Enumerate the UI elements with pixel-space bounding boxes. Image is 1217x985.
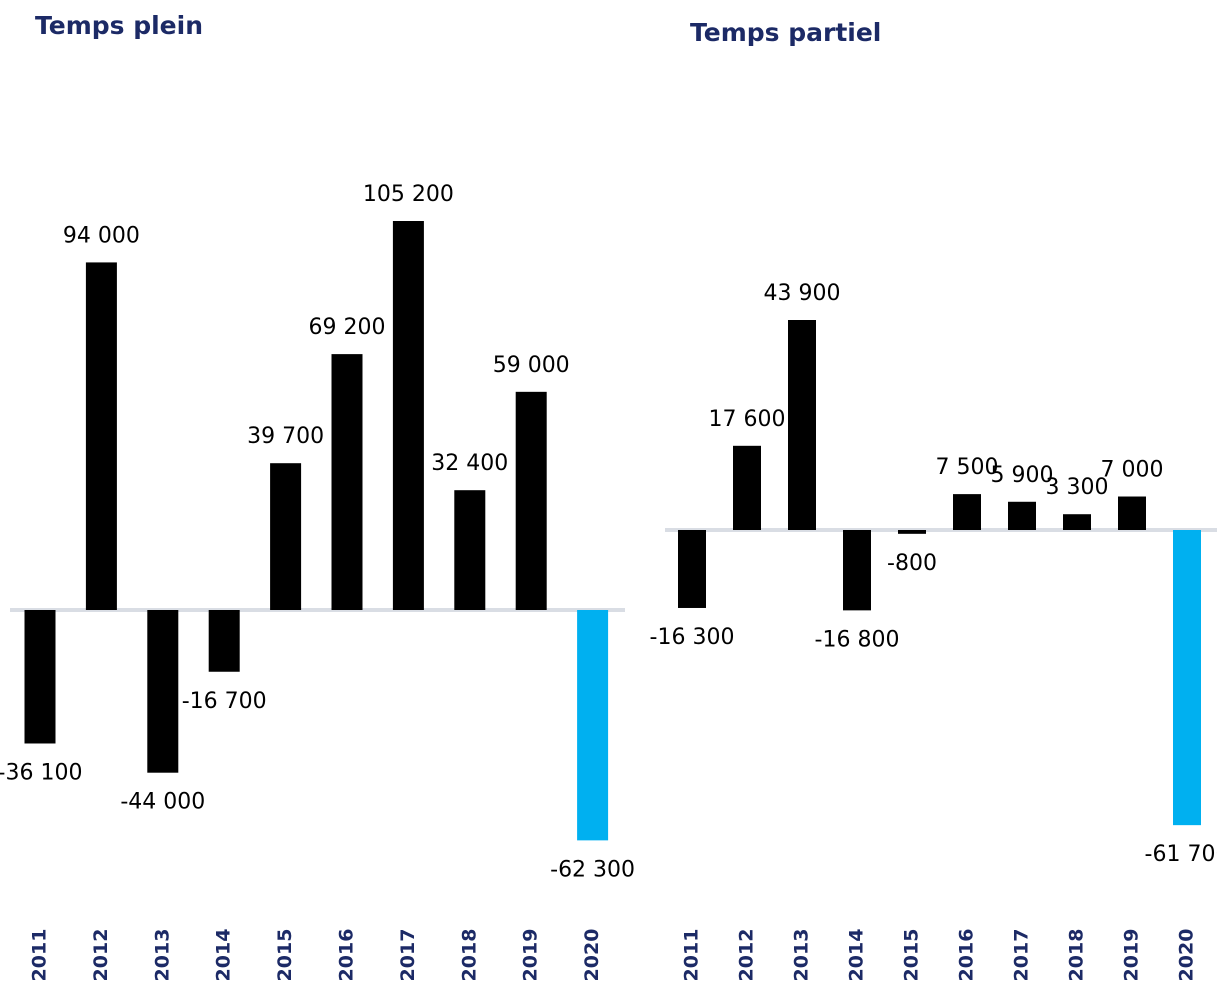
bar xyxy=(454,490,486,610)
value-label: 17 600 xyxy=(709,407,786,432)
bar xyxy=(898,530,926,534)
x-tick-label: 2018 xyxy=(458,929,480,982)
value-label: -44 000 xyxy=(120,790,205,815)
x-tick-label: 2013 xyxy=(791,929,813,982)
bar xyxy=(843,530,871,611)
x-tick-label: 2014 xyxy=(213,929,235,982)
bar xyxy=(270,463,302,610)
value-label: 39 700 xyxy=(247,424,324,449)
bar xyxy=(331,354,363,610)
x-tick-label: 2015 xyxy=(274,929,296,982)
bar xyxy=(788,320,816,530)
value-label: 7 000 xyxy=(1101,458,1164,483)
bar xyxy=(208,610,240,672)
bar xyxy=(577,610,609,841)
value-label: -61 700 xyxy=(1145,842,1217,867)
value-label: -36 100 xyxy=(0,760,82,785)
x-tick-label: 2020 xyxy=(581,929,603,982)
bar xyxy=(85,262,117,610)
value-label: -16 800 xyxy=(815,627,900,652)
value-label: -800 xyxy=(887,551,937,576)
x-tick-label: 2016 xyxy=(336,929,358,982)
x-tick-label: 2019 xyxy=(520,929,542,982)
chart-title: Temps plein xyxy=(35,11,203,40)
chart-title: Temps partiel xyxy=(690,18,881,47)
bar xyxy=(1008,501,1036,530)
value-label: 43 900 xyxy=(764,281,841,306)
bar xyxy=(1063,514,1091,530)
x-tick-label: 2019 xyxy=(1121,929,1143,982)
value-label: -62 300 xyxy=(550,857,635,882)
x-tick-label: 2015 xyxy=(901,929,923,982)
value-label: -16 300 xyxy=(650,625,735,650)
value-label: 5 900 xyxy=(991,463,1054,488)
bar xyxy=(392,221,424,610)
bar xyxy=(1173,530,1201,826)
bar xyxy=(515,391,547,610)
value-label: 32 400 xyxy=(431,451,508,476)
bar xyxy=(1118,496,1146,530)
value-label: 94 000 xyxy=(63,223,140,248)
bar xyxy=(953,494,981,530)
x-tick-label: 2020 xyxy=(1176,929,1198,982)
value-label: -16 700 xyxy=(182,689,267,714)
x-tick-label: 2011 xyxy=(681,929,703,982)
bar xyxy=(733,445,761,530)
value-label: 105 200 xyxy=(363,182,454,207)
x-tick-label: 2012 xyxy=(90,929,112,982)
value-label: 69 200 xyxy=(309,315,386,340)
bar xyxy=(24,610,56,744)
x-tick-label: 2018 xyxy=(1066,929,1088,982)
x-tick-label: 2014 xyxy=(846,929,868,982)
x-tick-label: 2011 xyxy=(29,929,51,982)
x-tick-label: 2016 xyxy=(956,929,978,982)
x-tick-label: 2017 xyxy=(397,929,419,982)
value-label: 7 500 xyxy=(936,455,999,480)
bar xyxy=(678,530,706,608)
value-label: 3 300 xyxy=(1046,475,1109,500)
x-tick-label: 2017 xyxy=(1011,929,1033,982)
x-tick-label: 2012 xyxy=(736,929,758,982)
value-label: 59 000 xyxy=(493,353,570,378)
x-tick-label: 2013 xyxy=(151,929,173,982)
bar xyxy=(147,610,179,773)
